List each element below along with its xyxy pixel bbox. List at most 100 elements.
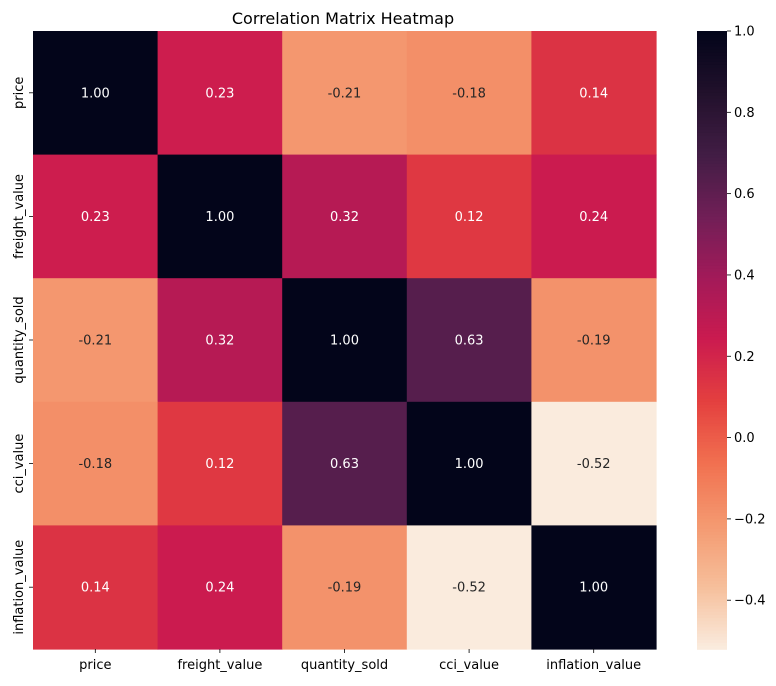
colorbar-segment	[697, 627, 727, 632]
colorbar-segment	[697, 173, 727, 178]
colorbar-segment	[697, 40, 727, 45]
colorbar-segment	[697, 432, 727, 437]
colorbar-segment	[697, 46, 727, 51]
heatmap-cell	[531, 525, 657, 650]
colorbar-segment	[697, 556, 727, 561]
colorbar-segment	[697, 475, 727, 480]
colorbar-segment	[697, 64, 727, 69]
colorbar-segment	[697, 435, 727, 440]
cell-value-label: 0.63	[330, 457, 359, 472]
colorbar-segment	[697, 268, 727, 273]
colorbar-segment	[697, 95, 727, 100]
colorbar-segment	[697, 216, 727, 221]
colorbar-segment	[697, 287, 727, 292]
colorbar-segment	[697, 581, 727, 585]
colorbar-segment	[697, 457, 727, 462]
colorbar-segment	[697, 207, 727, 212]
colorbar-segment	[697, 340, 727, 344]
colorbar-segment	[697, 466, 727, 471]
heatmap-cell	[157, 401, 283, 526]
colorbar-segment	[697, 321, 727, 326]
colorbar-segment	[697, 163, 727, 168]
cell-value-label: 0.24	[579, 210, 608, 225]
colorbar-segment	[697, 407, 727, 412]
colorbar-segment	[697, 31, 727, 35]
colorbar-segment	[697, 584, 727, 588]
cell-value-label: 0.14	[579, 86, 608, 101]
heatmap-cell	[282, 525, 408, 650]
colorbar-segment	[697, 513, 727, 517]
colorbar-segment	[697, 525, 727, 530]
colorbar-segment	[697, 157, 727, 162]
colorbar-segment	[697, 624, 727, 629]
colorbar-segment	[697, 89, 727, 94]
cell-value-label: 0.12	[455, 210, 484, 225]
colorbar-segment	[697, 302, 727, 307]
colorbar-segment	[697, 318, 727, 323]
colorbar-segment	[697, 571, 727, 576]
colorbar-segment	[697, 71, 727, 76]
colorbar-segment	[697, 309, 727, 313]
colorbar-segment	[697, 154, 727, 159]
colorbar-segment	[697, 129, 727, 134]
colorbar-segment	[697, 151, 727, 156]
colorbar-segment	[697, 272, 727, 276]
cell-value-label: 0.63	[455, 334, 484, 349]
colorbar-segment	[697, 293, 727, 298]
colorbar-segment	[697, 454, 727, 459]
colorbar-segment	[697, 105, 727, 110]
colorbar-segment	[697, 188, 727, 193]
y-tick-label: quantity_sold	[12, 296, 27, 383]
colorbar-segment	[697, 170, 727, 174]
colorbar-segment	[697, 602, 727, 607]
chart-title: Correlation Matrix Heatmap	[232, 9, 454, 28]
colorbar-segment	[697, 284, 727, 289]
colorbar-segment	[697, 49, 727, 54]
colorbar-segment	[697, 438, 727, 443]
x-tick-label: price	[79, 658, 111, 673]
colorbar-segment	[697, 445, 727, 449]
colorbar-segment	[697, 228, 727, 233]
colorbar-segment	[697, 550, 727, 555]
colorbar-segment	[697, 519, 727, 524]
colorbar-segment	[697, 574, 727, 579]
colorbar-segment	[697, 139, 727, 144]
colorbar-segment	[697, 488, 727, 493]
colorbar-segment	[697, 370, 727, 375]
heatmap-cell	[406, 525, 532, 650]
cell-value-label: 0.23	[81, 210, 110, 225]
heatmap-cell	[157, 154, 283, 279]
colorbar-segment	[697, 296, 727, 301]
colorbar-segment	[697, 259, 727, 264]
colorbar-segment	[697, 599, 727, 604]
colorbar-segment	[697, 68, 727, 72]
colorbar-segment	[697, 414, 727, 419]
colorbar-segment	[697, 367, 727, 372]
heatmap-cell	[406, 154, 532, 279]
colorbar-segment	[697, 108, 727, 113]
heatmap-cell	[282, 31, 408, 156]
heatmap-cell	[406, 401, 532, 526]
colorbar-segment	[697, 306, 727, 310]
colorbar: −0.4 −0.2 0.0 0.2 0.4 0.6 0.8 1.0	[697, 25, 766, 650]
cell-annotations: 1.00 0.23 -0.21 -0.18 0.14 0.23 1.00 0.32 0.12 0.…	[78, 86, 610, 595]
colorbar-segment	[697, 98, 727, 103]
colorbar-tick-label: 1.0	[734, 25, 755, 40]
colorbar-segment	[697, 565, 727, 570]
colorbar-segment	[697, 299, 727, 304]
colorbar-segment	[697, 330, 727, 335]
colorbar-segment	[697, 587, 727, 592]
cell-value-label: 0.14	[81, 581, 110, 596]
colorbar-segment	[697, 482, 727, 487]
colorbar-segment	[697, 281, 727, 286]
colorbar-segment	[697, 494, 727, 499]
colorbar-segment	[697, 136, 727, 140]
cell-value-label: 1.00	[330, 334, 359, 349]
cell-value-label: 0.32	[330, 210, 359, 225]
heatmap-cell	[157, 278, 283, 403]
heatmap-cell	[282, 154, 408, 279]
colorbar-segment	[697, 250, 727, 255]
heatmap-cells	[33, 31, 657, 650]
cell-value-label: -0.18	[78, 457, 112, 472]
